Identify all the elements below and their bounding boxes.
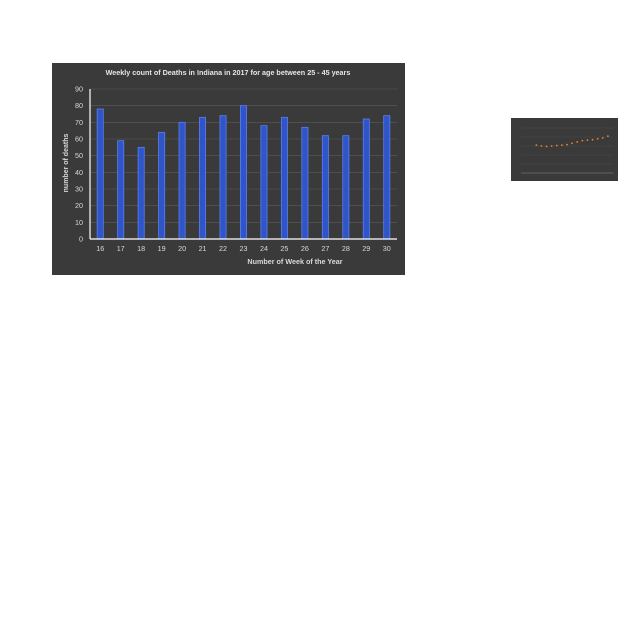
scatter-point xyxy=(545,145,548,148)
bar xyxy=(96,108,104,240)
y-axis-label: number of deaths xyxy=(63,134,70,193)
bar xyxy=(117,140,125,240)
x-tick-label: 21 xyxy=(199,244,207,253)
scatter-point xyxy=(555,144,558,147)
scatter-point xyxy=(576,141,579,143)
x-tick-label: 16 xyxy=(96,244,104,253)
scatter-point xyxy=(596,137,599,140)
x-tick-labels: 16 17 18 19 20 21 22 23 24 25 26 27 28 29 30 xyxy=(96,244,391,253)
scatter-point xyxy=(586,139,589,142)
x-tick-label: 26 xyxy=(301,244,309,253)
y-tick-label: 30 xyxy=(75,185,83,194)
chart-title: Weekly count of Deaths in Indiana in 201… xyxy=(106,68,351,77)
x-tick-label: 25 xyxy=(280,244,288,253)
scatter-point xyxy=(571,142,574,145)
bar-chart-svg: Weekly count of Deaths in Indiana in 201… xyxy=(63,68,397,266)
bar xyxy=(260,125,268,240)
bar xyxy=(342,135,350,240)
x-tick-label: 18 xyxy=(137,244,145,253)
x-tick-label: 22 xyxy=(219,244,227,253)
bar xyxy=(137,146,145,240)
bars xyxy=(96,105,391,240)
bar xyxy=(178,121,186,240)
bar xyxy=(219,115,227,240)
x-tick-label: 27 xyxy=(321,244,329,253)
y-tick-label: 60 xyxy=(75,135,83,144)
bar xyxy=(301,126,309,240)
y-tick-labels: 0 10 20 30 40 50 60 70 80 90 xyxy=(75,85,83,244)
scatter-point xyxy=(601,137,604,139)
x-tick-label: 30 xyxy=(383,244,391,253)
x-tick-label: 24 xyxy=(260,244,268,253)
bar xyxy=(383,115,391,240)
scatter-point xyxy=(535,144,538,146)
bar xyxy=(362,118,370,240)
y-tick-label: 80 xyxy=(75,101,83,110)
scatter-point xyxy=(581,139,584,142)
x-tick-label: 17 xyxy=(117,244,125,253)
weekly-deaths-bar-chart: Weekly count of Deaths in Indiana in 201… xyxy=(52,63,405,275)
bar xyxy=(158,131,166,240)
x-tick-label: 29 xyxy=(362,244,370,253)
scatter-point xyxy=(550,145,553,147)
x-tick-label: 19 xyxy=(158,244,166,253)
bar xyxy=(321,135,329,240)
bar xyxy=(240,105,247,240)
scatter-point xyxy=(560,144,563,146)
y-tick-label: 10 xyxy=(75,218,83,227)
x-tick-label: 23 xyxy=(240,244,248,253)
bar xyxy=(280,116,288,240)
y-tick-label: 20 xyxy=(75,201,83,210)
x-axis-label: Number of Week of the Year xyxy=(247,257,342,266)
scatter-point xyxy=(540,145,543,147)
scatter-chart-svg xyxy=(521,127,613,174)
scatter-point xyxy=(591,138,594,141)
scatter-point xyxy=(606,135,609,137)
y-tick-label: 40 xyxy=(75,168,83,177)
scatter-point xyxy=(566,143,568,146)
x-tick-label: 28 xyxy=(342,244,350,253)
thumb-gridlines xyxy=(521,127,613,165)
thumbnail-scatter-chart xyxy=(511,118,618,181)
y-tick-label: 0 xyxy=(79,235,83,244)
y-tick-label: 90 xyxy=(75,85,83,94)
y-tick-label: 70 xyxy=(75,118,83,127)
y-tick-label: 50 xyxy=(75,151,83,160)
scatter-points xyxy=(535,135,609,148)
x-tick-label: 20 xyxy=(178,244,186,253)
bar xyxy=(199,116,207,240)
